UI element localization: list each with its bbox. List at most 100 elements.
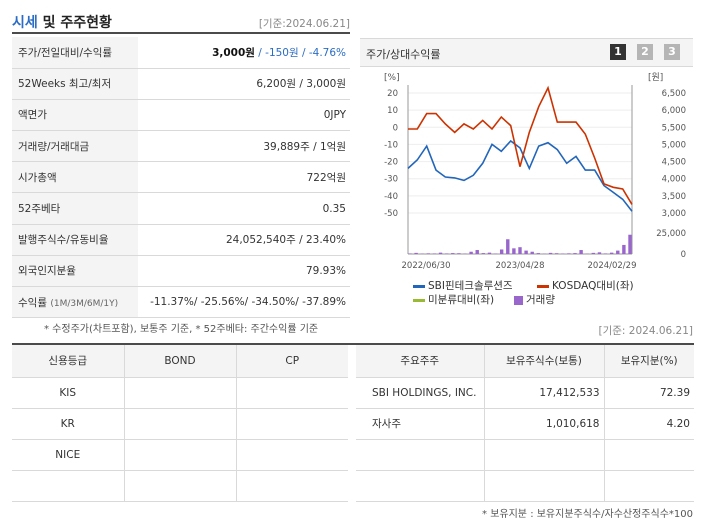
table-row bbox=[356, 470, 694, 502]
shares-cell bbox=[484, 439, 605, 471]
shares-cell: 1,010,618 bbox=[484, 408, 605, 440]
row-label: 52주베타 bbox=[12, 192, 138, 225]
column-header: 주요주주 bbox=[356, 345, 485, 378]
volume-bar bbox=[616, 250, 620, 254]
volume-bar bbox=[524, 250, 528, 254]
volume-bar bbox=[567, 253, 571, 254]
table-row: 수익률 (1M/3M/6M/1Y) -11.37%/ -25.56%/ -34.… bbox=[12, 286, 350, 319]
legend-line-icon bbox=[537, 284, 549, 288]
chart-tab-1[interactable]: 1 bbox=[610, 44, 626, 60]
chart-tab-2[interactable]: 2 bbox=[637, 44, 653, 60]
left-tick-label: -10 bbox=[384, 140, 398, 150]
row-label: 주가/전일대비/수익률 bbox=[12, 37, 138, 69]
agency-cell: KR bbox=[12, 408, 125, 440]
holder-name-cell bbox=[356, 470, 485, 502]
volume-bar bbox=[536, 253, 541, 254]
volume-bar bbox=[579, 250, 583, 254]
column-header: BOND bbox=[124, 345, 237, 378]
volume-bar bbox=[457, 253, 461, 254]
cp-cell bbox=[236, 377, 348, 409]
reference-date-bottom: [기준: 2024.06.21] bbox=[598, 325, 693, 337]
left-tick-label: -50 bbox=[384, 209, 398, 219]
row-value: 24,052,540주 / 23.40% bbox=[138, 224, 350, 256]
section-header: 시세 및 주주현황 [기준:2024.06.21] bbox=[12, 10, 350, 34]
price-chart: [%] [원] 20 6,500 10 6,000 0 5,500 -10 5,000 -20 4… bbox=[384, 72, 686, 271]
column-header: 신용등급 bbox=[12, 345, 125, 378]
right-tick-label: 5,500 bbox=[662, 123, 686, 133]
shareholder-table: 주요주주 보유주식수(보통) 보유지분(%) SBI HOLDINGS, INC… bbox=[356, 345, 694, 502]
volume-bar bbox=[609, 252, 614, 254]
table-row: KR bbox=[12, 408, 348, 440]
table-row: 자사주 1,010,618 4.20 bbox=[356, 408, 694, 440]
right-tick-label: 5,000 bbox=[662, 140, 686, 150]
table-header-row: 주요주주 보유주식수(보통) 보유지분(%) bbox=[356, 345, 694, 378]
legend-item-kosdaq[interactable]: KOSDAQ대비(좌) bbox=[537, 278, 634, 293]
volume-tick-label: 25,000 bbox=[656, 229, 686, 239]
legend-item-volume[interactable]: 거래량 bbox=[514, 292, 555, 307]
legend-line-icon bbox=[413, 298, 425, 302]
row-value: 722억원 bbox=[138, 161, 350, 194]
volume-bar bbox=[499, 249, 504, 254]
left-tick-label: -30 bbox=[384, 175, 398, 185]
chart-title: 주가/상대수익률 bbox=[366, 48, 441, 61]
shares-cell bbox=[484, 470, 605, 502]
volume-bar bbox=[530, 251, 534, 254]
table-row: 발행주식수/유동비율 24,052,540주 / 23.40% bbox=[12, 224, 350, 256]
left-tick-label: -40 bbox=[384, 192, 398, 202]
volume-bar bbox=[469, 251, 473, 254]
legend-item-unclassified[interactable]: 미분류대비(좌) bbox=[413, 292, 494, 307]
credit-rating-table: 신용등급 BOND CP KIS KR NICE bbox=[12, 345, 348, 502]
volume-bar bbox=[603, 253, 608, 254]
volume-bar bbox=[432, 253, 437, 254]
row-value: 0JPY bbox=[138, 99, 350, 132]
x-tick-label: 2023/04/28 bbox=[496, 261, 545, 271]
volume-bar bbox=[426, 253, 431, 254]
volume-tick-label: 0 bbox=[681, 250, 686, 260]
table-row: 거래량/거래대금 39,889주 / 1억원 bbox=[12, 130, 350, 163]
bond-cell bbox=[124, 408, 237, 440]
agency-cell: NICE bbox=[12, 439, 125, 471]
return-period-label: (1M/3M/6M/1Y) bbox=[50, 298, 119, 309]
left-axis-unit: [%] bbox=[384, 73, 400, 83]
volume-bar bbox=[408, 253, 412, 254]
x-tick-label: 2022/06/30 bbox=[402, 261, 451, 271]
chart-axes: 20 6,500 10 6,000 0 5,500 -10 5,000 -20 4,500 -30 4… bbox=[384, 85, 686, 260]
volume-bar bbox=[444, 253, 449, 254]
row-value: -11.37%/ -25.56%/ -34.50%/ -37.89% bbox=[138, 286, 350, 319]
title-rest: 및 주주현황 bbox=[37, 15, 112, 31]
legend-line-icon bbox=[413, 284, 425, 288]
table-row: SBI HOLDINGS, INC. 17,412,533 72.39 bbox=[356, 377, 694, 409]
row-label: 외국인지분율 bbox=[12, 255, 138, 288]
volume-bar bbox=[554, 253, 559, 254]
chart-tab-3[interactable]: 3 bbox=[664, 44, 680, 60]
table-row: 시가총액 722억원 bbox=[12, 161, 350, 194]
series-line bbox=[408, 85, 633, 205]
left-tick-label: 0 bbox=[393, 123, 398, 133]
row-value: 6,200원 / 3,000원 bbox=[138, 68, 350, 100]
table-row: 액면가 0JPY bbox=[12, 99, 350, 132]
volume-bar bbox=[512, 248, 516, 254]
row-label: 52Weeks 최고/최저 bbox=[12, 68, 138, 100]
table-row: NICE bbox=[12, 439, 348, 471]
agency-cell bbox=[12, 470, 125, 502]
section-divider bbox=[12, 343, 694, 345]
legend-label: SBI핀테크솔루션즈 bbox=[428, 280, 513, 292]
chart-header: 주가/상대수익률 1 2 3 bbox=[360, 38, 693, 67]
volume-bar bbox=[591, 252, 596, 254]
shares-cell: 17,412,533 bbox=[484, 377, 605, 409]
row-label: 액면가 bbox=[12, 99, 138, 132]
cp-cell bbox=[236, 470, 348, 502]
left-tick-label: 20 bbox=[387, 89, 398, 99]
table-row: KIS bbox=[12, 377, 348, 409]
price-change: / -150원 / -4.76% bbox=[254, 46, 346, 59]
legend-square-icon bbox=[514, 295, 523, 305]
left-tick-label: -20 bbox=[384, 158, 398, 168]
legend-label: KOSDAQ대비(좌) bbox=[552, 280, 634, 292]
volume-bar bbox=[573, 253, 577, 254]
legend-item-sbi[interactable]: SBI핀테크솔루션즈 bbox=[413, 278, 513, 293]
row-label: 거래량/거래대금 bbox=[12, 130, 138, 163]
column-header: 보유지분(%) bbox=[604, 345, 694, 378]
table-row: 외국인지분율 79.93% bbox=[12, 255, 350, 288]
return-label: 수익률 bbox=[18, 296, 47, 309]
stake-cell bbox=[604, 470, 694, 502]
